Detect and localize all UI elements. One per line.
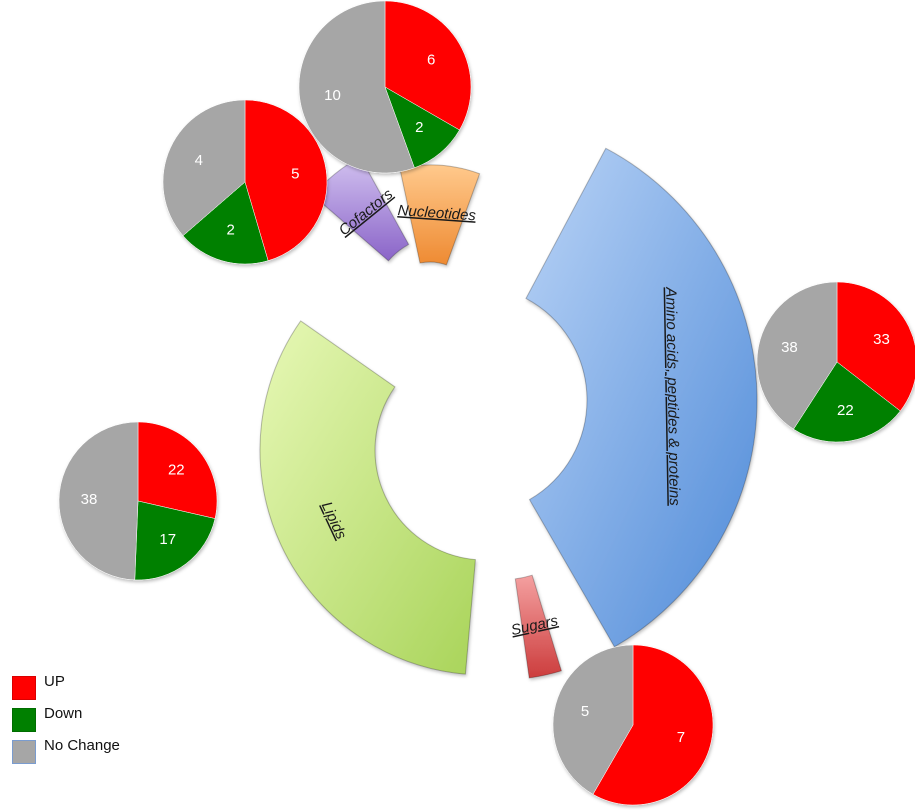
slice-amino-acids-peptides-proteins-up: [836, 281, 915, 412]
legend: UP Down No Change: [12, 672, 120, 768]
slice-label-sugars-up: 7: [677, 729, 685, 746]
legend-item-down: Down: [12, 704, 120, 736]
slice-label-cofactors-up: 5: [291, 166, 299, 183]
slice-label-lipids-down: 17: [159, 531, 176, 548]
slice-lipids-down: [134, 500, 216, 581]
slice-label-nucleotides-down: 2: [415, 119, 423, 136]
slice-label-sugars-no-change: 5: [581, 703, 589, 720]
slice-label-cofactors-no-change: 4: [195, 152, 203, 169]
slice-label-nucleotides-no-change: 10: [324, 87, 341, 104]
slice-label-cofactors-down: 2: [227, 222, 235, 239]
segment-label-nucleotides: Nucleotides: [397, 202, 477, 224]
slice-label-amino-acids-peptides-proteins-down: 22: [837, 402, 854, 419]
slice-cofactors-down: [182, 181, 269, 265]
legend-swatch-down: [12, 708, 36, 732]
segment-label-amino-acids-peptides-proteins: Amino acids, peptides & proteins: [662, 286, 683, 506]
slice-label-lipids-up: 22: [168, 461, 185, 478]
legend-swatch-no-change: [12, 740, 36, 764]
slice-cofactors-no-change: [162, 99, 246, 237]
slice-label-amino-acids-peptides-proteins-no-change: 38: [781, 339, 798, 356]
segment-lipids: [259, 320, 476, 675]
legend-swatch-up: [12, 676, 36, 700]
slice-amino-acids-peptides-proteins-down: [793, 361, 901, 443]
slice-nucleotides-up: [384, 0, 472, 131]
slice-cofactors-up: [244, 99, 328, 261]
legend-label-up: UP: [44, 672, 65, 690]
segment-sugars: [514, 574, 563, 679]
slice-lipids-no-change: [58, 421, 139, 581]
slice-label-lipids-no-change: 38: [81, 491, 98, 508]
pie-cofactors: 5 2 4: [162, 99, 328, 265]
slice-sugars-no-change: [552, 644, 634, 795]
pie-amino-acids-peptides-proteins: 33 22 38: [756, 281, 915, 443]
legend-label-no-change: No Change: [44, 736, 120, 754]
pie-sugars: 75: [552, 644, 714, 806]
slice-amino-acids-peptides-proteins-no-change: [756, 281, 838, 430]
slice-nucleotides-no-change: [298, 0, 415, 174]
legend-label-down: Down: [44, 704, 83, 722]
pie-nucleotides: 6 2 10: [298, 0, 472, 174]
slice-label-amino-acids-peptides-proteins-up: 33: [873, 331, 890, 348]
pie-lipids: 22 17 38: [58, 421, 218, 581]
slice-lipids-up: [137, 421, 218, 519]
segment-amino-acids-peptides-proteins: [525, 147, 758, 648]
legend-item-up: UP: [12, 672, 120, 704]
slice-label-nucleotides-up: 6: [427, 51, 435, 68]
legend-item-no-change: No Change: [12, 736, 120, 768]
slice-sugars-up: [592, 644, 714, 806]
